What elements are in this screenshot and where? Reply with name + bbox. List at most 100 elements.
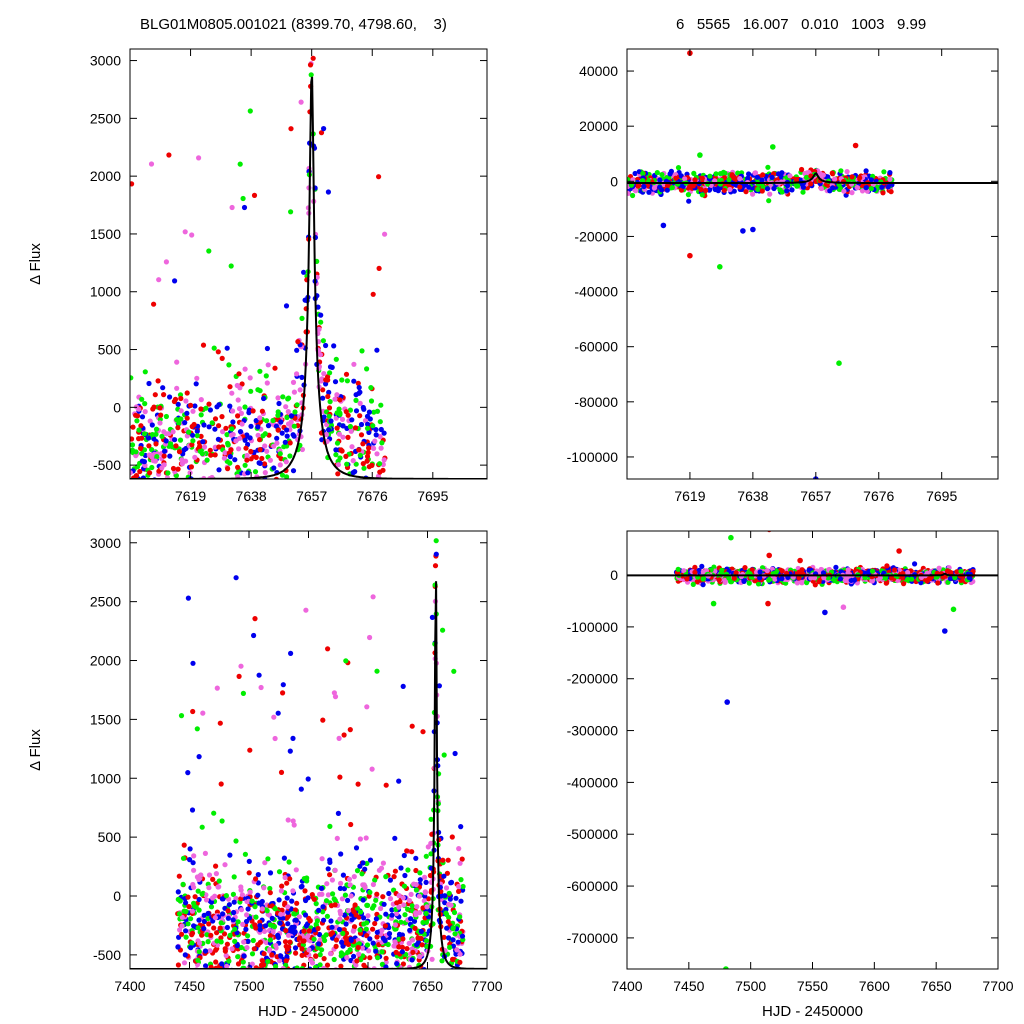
data-point (153, 426, 160, 432)
data-point (340, 434, 346, 440)
data-point (321, 917, 327, 923)
data-point (267, 980, 272, 985)
data-point (231, 874, 237, 880)
data-point (239, 892, 245, 898)
data-point (246, 972, 251, 977)
data-point (130, 442, 136, 448)
data-point (450, 926, 456, 932)
data-point (254, 995, 259, 1000)
data-point (769, 174, 775, 180)
data-point (222, 995, 227, 1000)
data-point (371, 409, 377, 415)
data-point (321, 126, 327, 132)
data-point (191, 853, 197, 859)
data-point (374, 934, 380, 940)
data-point (366, 409, 372, 415)
data-point (364, 704, 370, 710)
y-tick-label: 3000 (90, 53, 121, 69)
data-point (333, 937, 339, 943)
data-point (360, 860, 366, 866)
data-point (414, 942, 420, 948)
data-point (325, 866, 331, 872)
data-point (195, 888, 201, 894)
data-point (185, 921, 191, 927)
data-point (292, 907, 299, 913)
data-point (177, 927, 183, 933)
data-point (380, 860, 386, 866)
panel-bottom-right: 7400 7450 7500 7550 7600 7650 7700-700000-6000… (567, 530, 1014, 1020)
data-point (292, 929, 298, 935)
data-point (130, 181, 135, 187)
data-point (217, 925, 223, 931)
data-point (247, 435, 253, 441)
data-point (417, 910, 423, 916)
data-point (225, 466, 231, 472)
data-point (887, 170, 893, 176)
data-point (399, 982, 404, 987)
data-point (197, 443, 203, 450)
data-point (651, 185, 658, 191)
data-point (681, 568, 687, 574)
data-point (249, 951, 256, 957)
data-point (392, 922, 398, 928)
data-point (290, 379, 297, 385)
data-point (218, 510, 223, 515)
data-point (227, 384, 233, 390)
data-point (238, 944, 244, 951)
data-point (325, 646, 331, 652)
data-point (189, 932, 195, 938)
data-point (334, 392, 340, 398)
data-point (309, 18, 314, 23)
data-point (271, 443, 277, 449)
data-point (187, 857, 193, 863)
data-point (374, 668, 380, 674)
data-point (405, 867, 411, 873)
data-point (277, 920, 283, 926)
data-point (347, 947, 353, 953)
data-point (799, 166, 805, 173)
data-point (335, 496, 340, 501)
data-point (278, 911, 284, 917)
data-point (208, 932, 214, 938)
data-point (212, 416, 219, 422)
data-point (188, 464, 194, 470)
data-point (413, 887, 419, 893)
data-point (372, 969, 377, 974)
data-point (413, 912, 419, 918)
data-point (383, 874, 389, 880)
data-point (144, 491, 149, 496)
data-point (149, 453, 155, 459)
data-point (355, 781, 361, 787)
data-point (719, 171, 725, 177)
data-point (278, 419, 284, 425)
data-point (215, 509, 220, 514)
data-point (222, 450, 228, 456)
data-point (205, 910, 211, 917)
data-point (206, 921, 212, 927)
data-point (443, 972, 448, 977)
data-point (287, 939, 293, 945)
data-point (172, 278, 178, 284)
data-point (142, 401, 148, 407)
data-point (654, 170, 660, 176)
data-point (314, 918, 320, 924)
data-point (188, 945, 194, 951)
data-point (240, 921, 246, 928)
outlier-point (770, 144, 776, 150)
data-point (330, 992, 335, 997)
data-point (441, 873, 447, 879)
data-point (735, 170, 741, 176)
data-point (422, 890, 429, 896)
data-point (446, 901, 452, 908)
data-point (346, 876, 353, 883)
data-point (187, 846, 193, 852)
data-point (139, 458, 145, 464)
data-point (247, 108, 253, 114)
data-point (641, 183, 647, 190)
data-point (132, 487, 137, 492)
data-point (209, 420, 215, 426)
x-tick-label: 7657 (296, 488, 327, 504)
data-point (235, 919, 241, 925)
data-point (227, 932, 233, 939)
data-point (157, 405, 163, 411)
